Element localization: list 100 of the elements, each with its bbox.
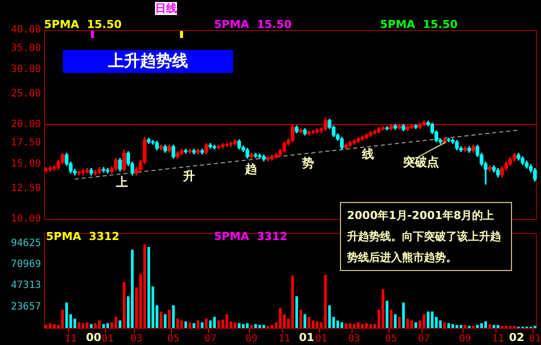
bar <box>94 323 97 328</box>
bar <box>200 322 204 328</box>
y-tick-label: 25.00 <box>10 88 41 100</box>
bar <box>180 320 183 328</box>
y-tick-label: 10.00 <box>10 214 41 225</box>
bar <box>304 314 306 328</box>
bar <box>386 300 388 328</box>
bar <box>312 320 314 328</box>
bar <box>336 320 340 328</box>
annotation: 5PMA 15.50 <box>214 18 292 31</box>
bar <box>460 324 462 328</box>
bar <box>390 310 392 328</box>
bar <box>213 316 216 328</box>
bar <box>196 320 200 328</box>
bar <box>340 322 344 328</box>
bar <box>188 322 192 328</box>
bar <box>299 310 302 328</box>
bar <box>184 321 188 328</box>
x-tick-label: 05 <box>167 334 180 345</box>
bar <box>278 308 282 328</box>
bar <box>160 312 162 328</box>
bar <box>102 324 105 328</box>
annotation: 线 <box>362 147 374 161</box>
bar <box>254 324 257 328</box>
bar <box>270 324 274 328</box>
bar <box>242 324 245 328</box>
bar <box>324 274 327 328</box>
x-tick-label: 01 <box>315 334 328 345</box>
y-tick-label: 20.00 <box>10 119 41 130</box>
bar <box>398 316 401 328</box>
x-tick-label: 09 <box>459 334 472 345</box>
bar <box>250 324 253 328</box>
bar <box>402 302 405 328</box>
bar <box>476 324 479 328</box>
bar <box>234 322 236 328</box>
annotation: 势 <box>302 156 314 170</box>
bar <box>316 321 319 328</box>
x-tick-label: 05 <box>385 334 398 345</box>
bar <box>410 320 414 328</box>
bar <box>430 312 434 328</box>
bar <box>308 316 310 328</box>
bar <box>488 324 492 328</box>
annotation: 5PMA 15.50 <box>380 18 458 31</box>
bar <box>447 323 450 328</box>
bar <box>147 247 150 328</box>
bar <box>131 250 134 328</box>
bar <box>168 310 171 328</box>
bar <box>65 302 68 328</box>
bar <box>451 324 454 328</box>
y-tick-label: 12.50 <box>10 183 41 194</box>
y-tick-label: 94625 <box>10 238 41 249</box>
bar <box>192 323 196 328</box>
bar <box>356 322 360 328</box>
bar <box>238 323 240 328</box>
bar <box>258 324 262 328</box>
bar <box>225 314 228 328</box>
bar <box>382 289 384 328</box>
bar <box>439 320 442 328</box>
bar <box>361 324 364 328</box>
candlestick <box>81 168 85 176</box>
x-tick-label: 07 <box>204 334 216 345</box>
bar <box>365 323 368 328</box>
bar <box>209 320 212 328</box>
bar <box>172 305 175 328</box>
bar <box>217 320 220 328</box>
annotation: 2000年1月-2001年8月的上升趋势线。向下突破了该上升趋势线后进入熊市趋势。 <box>340 202 512 271</box>
text: 日线 <box>155 2 177 15</box>
y-tick-label: 30.00 <box>10 64 41 75</box>
y-tick-label: 17.50 <box>10 137 41 148</box>
x-tick-label: 11 <box>64 334 77 345</box>
bar <box>86 322 88 328</box>
bar <box>492 324 496 328</box>
bar <box>164 314 167 328</box>
bar <box>52 324 56 328</box>
bar <box>352 324 356 328</box>
bar <box>48 323 52 328</box>
bar <box>90 324 93 328</box>
bar <box>369 324 372 328</box>
bar <box>295 296 298 328</box>
bar <box>176 318 179 328</box>
bar <box>464 324 466 328</box>
annotation: 5PMA 15.50 <box>44 18 122 31</box>
bar <box>348 323 352 328</box>
annotation: 升 <box>183 169 195 183</box>
bar <box>143 244 146 328</box>
bar <box>344 323 348 328</box>
bar <box>44 324 48 328</box>
x-tick-label: 07 <box>418 334 430 345</box>
y-tick-label: 35.00 <box>10 42 41 54</box>
bar <box>406 318 409 328</box>
x-tick-label: 03 <box>130 334 142 345</box>
x-tick-label: 01 <box>102 334 114 345</box>
bar <box>422 314 426 328</box>
bar <box>262 324 266 328</box>
annotation: 突破点 <box>403 155 439 169</box>
bar <box>114 316 118 328</box>
x-tick-label: 11 <box>492 334 504 345</box>
annotation: 趋 <box>245 162 257 176</box>
bar <box>328 305 331 328</box>
annotation: 5PMA 3312 <box>214 230 288 243</box>
